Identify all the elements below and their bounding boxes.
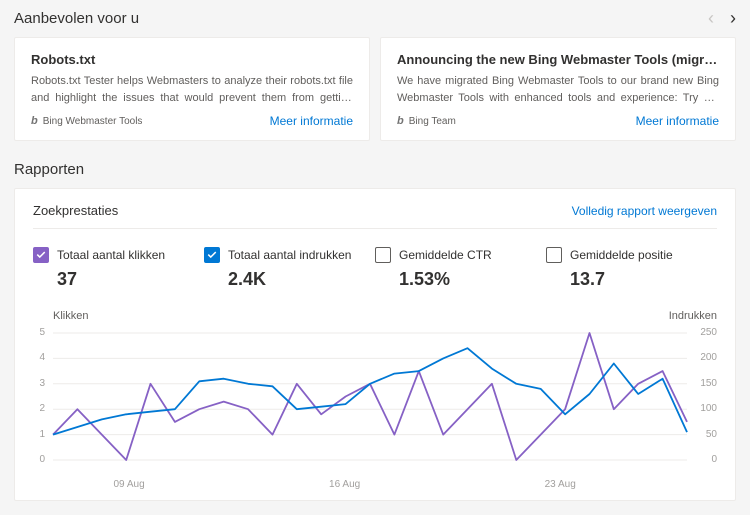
reports-section: Rapporten Zoekprestaties Volledig rappor… bbox=[0, 155, 750, 501]
metric-impressions: Totaal aantal indrukken 2.4K bbox=[204, 247, 375, 290]
card-title: Robots.txt bbox=[31, 52, 353, 67]
recommended-cards: Robots.txt Robots.txt Tester helps Webma… bbox=[0, 37, 750, 155]
recommended-title: Aanbevolen voor u bbox=[14, 10, 139, 27]
card-description: Robots.txt Tester helps Webmasters to an… bbox=[31, 73, 353, 106]
ytick-right: 100 bbox=[700, 403, 717, 414]
card-source: b Bing Webmaster Tools bbox=[31, 115, 142, 127]
xtick: 09 Aug bbox=[114, 479, 145, 490]
ytick-right: 200 bbox=[700, 352, 717, 363]
line-chart bbox=[33, 328, 717, 478]
report-header: Zoekprestaties Volledig rapport weergeve… bbox=[33, 203, 717, 229]
card-source-label: Bing Webmaster Tools bbox=[43, 116, 143, 127]
metric-label: Gemiddelde CTR bbox=[399, 248, 492, 262]
metric-label: Totaal aantal klikken bbox=[57, 248, 165, 262]
card-link[interactable]: Meer informatie bbox=[636, 114, 719, 128]
card-title: Announcing the new Bing Webmaster Tools … bbox=[397, 52, 719, 67]
search-performance-card: Zoekprestaties Volledig rapport weergeve… bbox=[14, 188, 736, 501]
checkmark-icon bbox=[36, 250, 46, 260]
metric-position: Gemiddelde positie 13.7 bbox=[546, 247, 717, 290]
chevron-left-icon[interactable]: ‹ bbox=[708, 8, 714, 29]
metric-value: 2.4K bbox=[228, 269, 375, 290]
recommended-header: Aanbevolen voor u ‹ › bbox=[0, 0, 750, 37]
right-axis-label: Indrukken bbox=[669, 310, 717, 322]
left-axis-label: Klikken bbox=[53, 310, 88, 322]
card-source-label: Bing Team bbox=[409, 116, 456, 127]
metric-checkbox-position[interactable] bbox=[546, 247, 562, 263]
metric-value: 37 bbox=[57, 269, 204, 290]
metric-clicks: Totaal aantal klikken 37 bbox=[33, 247, 204, 290]
metric-value: 1.53% bbox=[399, 269, 546, 290]
ytick-left: 1 bbox=[33, 429, 45, 440]
metrics-row: Totaal aantal klikken 37 Totaal aantal i… bbox=[33, 247, 717, 290]
xtick: 16 Aug bbox=[329, 479, 360, 490]
chart-area: Klikken Indrukken 0 1 2 3 4 5 0 50 100 150 200 250… bbox=[33, 310, 717, 490]
report-panel-title: Zoekprestaties bbox=[33, 203, 118, 218]
ytick-right: 0 bbox=[711, 454, 717, 465]
bing-icon: b bbox=[397, 115, 404, 127]
chevron-right-icon[interactable]: › bbox=[730, 8, 736, 29]
recommendation-card[interactable]: Announcing the new Bing Webmaster Tools … bbox=[380, 37, 736, 141]
checkmark-icon bbox=[207, 250, 217, 260]
metric-checkbox-ctr[interactable] bbox=[375, 247, 391, 263]
ytick-right: 250 bbox=[700, 327, 717, 338]
card-footer: b Bing Webmaster Tools Meer informatie bbox=[31, 114, 353, 128]
card-source: b Bing Team bbox=[397, 115, 456, 127]
metric-checkbox-impressions[interactable] bbox=[204, 247, 220, 263]
metric-label: Totaal aantal indrukken bbox=[228, 248, 351, 262]
ytick-left: 4 bbox=[33, 352, 45, 363]
metric-value: 13.7 bbox=[570, 269, 717, 290]
card-link[interactable]: Meer informatie bbox=[270, 114, 353, 128]
bing-icon: b bbox=[31, 115, 38, 127]
recommendation-card[interactable]: Robots.txt Robots.txt Tester helps Webma… bbox=[14, 37, 370, 141]
xtick: 23 Aug bbox=[545, 479, 576, 490]
metric-checkbox-clicks[interactable] bbox=[33, 247, 49, 263]
card-description: We have migrated Bing Webmaster Tools to… bbox=[397, 73, 719, 106]
ytick-left: 5 bbox=[33, 327, 45, 338]
ytick-left: 2 bbox=[33, 403, 45, 414]
full-report-link[interactable]: Volledig rapport weergeven bbox=[572, 204, 717, 218]
ytick-left: 0 bbox=[33, 454, 45, 465]
metric-label: Gemiddelde positie bbox=[570, 248, 673, 262]
reports-section-title: Rapporten bbox=[14, 161, 736, 178]
nav-arrows: ‹ › bbox=[708, 8, 736, 29]
ytick-right: 50 bbox=[706, 429, 717, 440]
ytick-left: 3 bbox=[33, 378, 45, 389]
metric-ctr: Gemiddelde CTR 1.53% bbox=[375, 247, 546, 290]
ytick-right: 150 bbox=[700, 378, 717, 389]
card-footer: b Bing Team Meer informatie bbox=[397, 114, 719, 128]
